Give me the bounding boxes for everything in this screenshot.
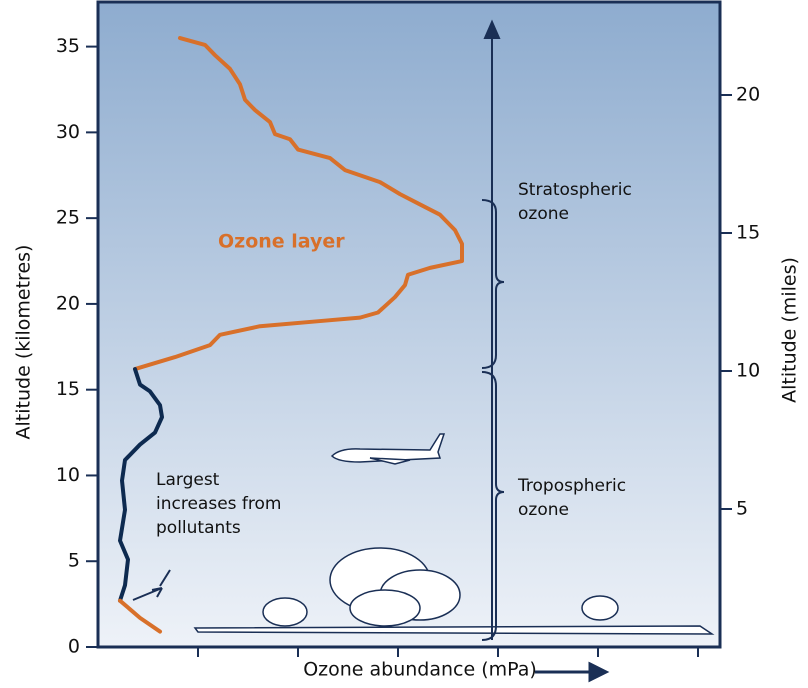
- y2-tick-label: 5: [736, 498, 748, 520]
- y-tick-label: 5: [68, 550, 80, 572]
- annotation: Largest: [156, 470, 220, 490]
- plot-background: [98, 2, 720, 647]
- profile-line: [118, 598, 162, 634]
- profile-line: [133, 36, 464, 372]
- y-tick-label: 35: [56, 35, 80, 57]
- y2-axis-label: Altitude (miles): [779, 257, 801, 403]
- y-axis-label: Altitude (kilometres): [13, 245, 35, 440]
- annotation: Tropospheric: [517, 476, 626, 496]
- y-tick-label: 15: [56, 378, 80, 400]
- annotation: ozone: [518, 500, 569, 520]
- clouds: [193, 547, 715, 635]
- y-tick-label: 20: [56, 292, 80, 314]
- y-tick-label: 30: [56, 121, 80, 143]
- annotation: pollutants: [156, 518, 241, 538]
- annotation: Stratospheric: [518, 180, 632, 200]
- annotation: ozone: [518, 204, 569, 224]
- annotation: increases from: [156, 494, 281, 514]
- airplane: [330, 433, 446, 465]
- brace: [481, 199, 505, 369]
- annotation: Ozone layer: [218, 231, 345, 253]
- brace: [481, 371, 505, 641]
- y2-tick-label: 15: [736, 222, 760, 244]
- x-axis-label: Ozone abundance (mPa): [303, 659, 537, 681]
- y-tick-label: 0: [68, 636, 80, 658]
- plot-frame: [96, 0, 722, 649]
- y2-tick-label: 20: [736, 84, 760, 106]
- y-tick-label: 10: [56, 464, 80, 486]
- y-tick-label: 25: [56, 207, 80, 229]
- y2-tick-label: 10: [736, 360, 760, 382]
- profile-line: [118, 367, 164, 603]
- ozone-arrow: [132, 19, 505, 641]
- x-axis-arrow: [535, 661, 610, 683]
